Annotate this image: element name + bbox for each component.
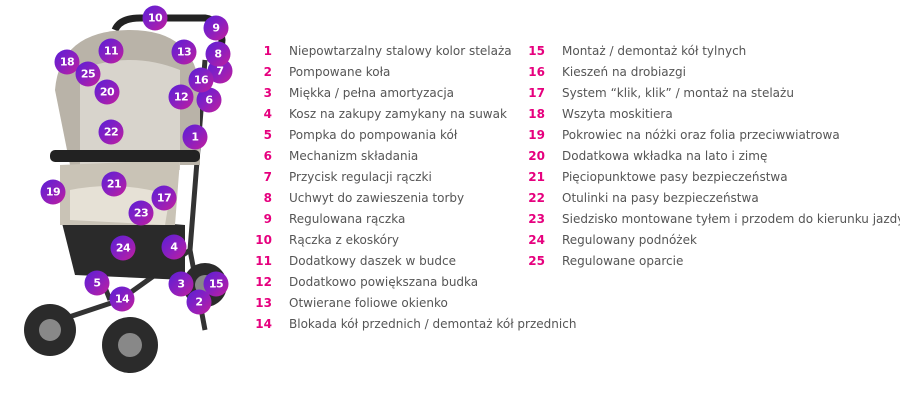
feature-number: 22 — [528, 190, 545, 205]
feature-label: Montaż / demontaż kół tylnych — [562, 43, 747, 58]
feature-marker-19[interactable]: 19 — [40, 179, 66, 205]
feature-label: Rączka z ekoskóry — [289, 232, 400, 247]
feature-number: 4 — [263, 106, 272, 121]
feature-number: 3 — [263, 85, 272, 100]
feature-marker-22[interactable]: 22 — [98, 119, 124, 145]
feature-label: Uchwyt do zawieszenia torby — [289, 190, 465, 205]
feature-label: Pompowane koła — [289, 64, 391, 79]
feature-label: Dodatkowa wkładka na lato i zimę — [562, 148, 768, 163]
feature-number: 2 — [263, 64, 272, 79]
feature-number: 21 — [528, 169, 545, 184]
feature-marker-16[interactable]: 16 — [188, 67, 214, 93]
feature-marker-12[interactable]: 12 — [168, 84, 194, 110]
feature-item: 21 Pięciopunktowe pasy bezpieczeństwa — [523, 166, 900, 187]
feature-list-right: 15 Montaż / demontaż kół tylnych 16 Kieszeń… — [523, 40, 900, 271]
feature-item: 24 Regulowany podnóżek — [523, 229, 900, 250]
feature-marker-18[interactable]: 18 — [54, 49, 80, 75]
feature-label: Regulowane oparcie — [562, 253, 684, 268]
feature-number: 6 — [263, 148, 272, 163]
feature-marker-5[interactable]: 5 — [84, 270, 110, 296]
feature-item: 23 Siedzisko montowane tyłem i przodem do… — [523, 208, 900, 229]
feature-number: 19 — [528, 127, 545, 142]
feature-item: 10 Rączka z ekoskóry — [250, 229, 576, 250]
feature-marker-1[interactable]: 1 — [182, 124, 208, 150]
feature-number: 17 — [528, 85, 545, 100]
feature-number: 24 — [528, 232, 545, 247]
feature-item: 1 Niepowtarzalny stalowy kolor stelaża — [250, 40, 576, 61]
feature-marker-3[interactable]: 3 — [168, 271, 194, 297]
feature-label: Pompka do pompowania kół — [289, 127, 458, 142]
feature-item: 19 Pokrowiec na nóżki oraz folia przeciww… — [523, 124, 900, 145]
feature-label: Otwierane foliowe okienko — [289, 295, 448, 310]
feature-marker-9[interactable]: 9 — [203, 15, 229, 41]
feature-item: 17 System “klik, klik” / montaż na stelaż… — [523, 82, 900, 103]
feature-item: 15 Montaż / demontaż kół tylnych — [523, 40, 900, 61]
feature-label: System “klik, klik” / montaż na stelażu — [562, 85, 794, 100]
feature-item: 8 Uchwyt do zawieszenia torby — [250, 187, 576, 208]
feature-number: 9 — [263, 211, 272, 226]
feature-number: 18 — [528, 106, 545, 121]
feature-number: 25 — [528, 253, 545, 268]
feature-number: 5 — [263, 127, 272, 142]
feature-number: 1 — [263, 43, 272, 58]
feature-item: 11 Dodatkowy daszek w budce — [250, 250, 576, 271]
feature-label: Wszyta moskitiera — [562, 106, 673, 121]
feature-marker-8[interactable]: 8 — [205, 41, 231, 67]
feature-label: Siedzisko montowane tyłem i przodem do k… — [562, 211, 900, 226]
feature-label: Mechanizm składania — [289, 148, 419, 163]
feature-item: 6 Mechanizm składania — [250, 145, 576, 166]
feature-marker-24[interactable]: 24 — [110, 235, 136, 261]
feature-number: 11 — [255, 253, 272, 268]
feature-marker-11[interactable]: 11 — [98, 38, 124, 64]
feature-label: Kosz na zakupy zamykany na suwak — [289, 106, 507, 121]
feature-item: 25 Regulowane oparcie — [523, 250, 900, 271]
feature-item: 13 Otwierane foliowe okienko — [250, 292, 576, 313]
feature-number: 8 — [263, 190, 272, 205]
feature-label: Dodatkowo powiększana budka — [289, 274, 479, 289]
feature-number: 23 — [528, 211, 545, 226]
feature-item: 18 Wszyta moskitiera — [523, 103, 900, 124]
feature-item: 4 Kosz na zakupy zamykany na suwak — [250, 103, 576, 124]
feature-label: Regulowany podnóżek — [562, 232, 697, 247]
feature-marker-4[interactable]: 4 — [161, 234, 187, 260]
feature-number: 13 — [255, 295, 272, 310]
feature-item: 20 Dodatkowa wkładka na lato i zimę — [523, 145, 900, 166]
feature-item: 2 Pompowane koła — [250, 61, 576, 82]
feature-item: 3 Miękka / pełna amortyzacja — [250, 82, 576, 103]
feature-number: 7 — [263, 169, 272, 184]
feature-marker-10[interactable]: 10 — [142, 5, 168, 31]
feature-marker-25[interactable]: 25 — [75, 61, 101, 87]
feature-label: Otulinki na pasy bezpieczeństwa — [562, 190, 759, 205]
feature-number: 10 — [255, 232, 272, 247]
feature-number: 16 — [528, 64, 545, 79]
feature-item: 22 Otulinki na pasy bezpieczeństwa — [523, 187, 900, 208]
feature-label: Regulowana rączka — [289, 211, 406, 226]
feature-marker-23[interactable]: 23 — [128, 200, 154, 226]
feature-number: 20 — [528, 148, 545, 163]
feature-marker-20[interactable]: 20 — [94, 79, 120, 105]
feature-marker-21[interactable]: 21 — [101, 171, 127, 197]
feature-marker-15[interactable]: 15 — [203, 271, 229, 297]
feature-label: Niepowtarzalny stalowy kolor stelaża — [289, 43, 512, 58]
feature-label: Blokada kół przednich / demontaż kół prz… — [289, 316, 577, 331]
feature-label: Przycisk regulacji rączki — [289, 169, 432, 184]
feature-number: 12 — [255, 274, 272, 289]
feature-number: 14 — [255, 316, 272, 331]
feature-item: 5 Pompka do pompowania kół — [250, 124, 576, 145]
feature-label: Pięciopunktowe pasy bezpieczeństwa — [562, 169, 788, 184]
feature-item: 16 Kieszeń na drobiazgi — [523, 61, 900, 82]
feature-item: 14 Blokada kół przednich / demontaż kół p… — [250, 313, 576, 334]
feature-item: 7 Przycisk regulacji rączki — [250, 166, 576, 187]
feature-number: 15 — [528, 43, 545, 58]
feature-marker-14[interactable]: 14 — [109, 286, 135, 312]
feature-label: Dodatkowy daszek w budce — [289, 253, 456, 268]
feature-item: 9 Regulowana rączka — [250, 208, 576, 229]
feature-list-left: 1 Niepowtarzalny stalowy kolor stelaża 2 Po… — [250, 40, 576, 334]
feature-label: Miękka / pełna amortyzacja — [289, 85, 455, 100]
feature-marker-13[interactable]: 13 — [171, 39, 197, 65]
feature-label: Kieszeń na drobiazgi — [562, 64, 686, 79]
feature-label: Pokrowiec na nóżki oraz folia przeciwwia… — [562, 127, 840, 142]
feature-marker-17[interactable]: 17 — [151, 185, 177, 211]
feature-item: 12 Dodatkowo powiększana budka — [250, 271, 576, 292]
